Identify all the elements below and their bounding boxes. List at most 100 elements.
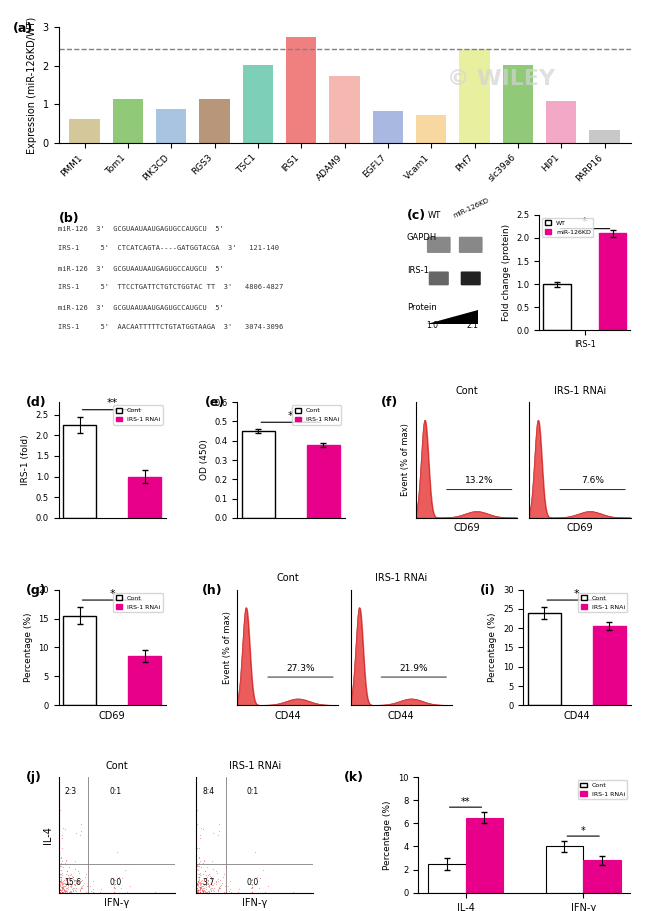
Text: (a): (a) bbox=[13, 22, 33, 35]
Point bbox=[197, 883, 207, 897]
Title: Cont: Cont bbox=[105, 761, 128, 771]
Bar bbox=[286, 37, 317, 143]
Point bbox=[54, 841, 64, 855]
Point bbox=[198, 884, 208, 898]
Point bbox=[220, 885, 231, 899]
Point bbox=[55, 877, 65, 892]
Point bbox=[66, 879, 77, 894]
Point bbox=[55, 851, 66, 865]
Point bbox=[70, 854, 80, 868]
Point bbox=[57, 828, 68, 843]
Point bbox=[81, 885, 92, 900]
Point bbox=[58, 876, 68, 891]
Point bbox=[196, 878, 207, 893]
X-axis label: IFN-γ: IFN-γ bbox=[242, 898, 267, 908]
Point bbox=[267, 857, 278, 872]
Point bbox=[196, 875, 206, 890]
Point bbox=[195, 885, 205, 900]
Point bbox=[55, 803, 65, 817]
Point bbox=[70, 882, 80, 896]
Point bbox=[200, 875, 211, 890]
Point bbox=[193, 874, 203, 888]
Point bbox=[250, 844, 260, 859]
Point bbox=[214, 816, 224, 831]
Point bbox=[203, 885, 214, 900]
Point bbox=[62, 885, 73, 900]
Text: 1.0: 1.0 bbox=[426, 322, 438, 330]
Point bbox=[68, 881, 78, 896]
Point bbox=[53, 866, 64, 881]
Point bbox=[66, 866, 76, 881]
Point bbox=[199, 884, 209, 898]
Text: 21.9%: 21.9% bbox=[400, 663, 428, 672]
Bar bbox=[64, 425, 96, 518]
Point bbox=[205, 869, 216, 884]
Point bbox=[64, 885, 75, 899]
Point bbox=[198, 855, 208, 870]
Text: © WILEY: © WILEY bbox=[447, 69, 556, 89]
Point bbox=[60, 853, 71, 867]
Text: IRS-1     5'  CTCATCAGTA----GATGGTACGA  3'   121-140: IRS-1 5' CTCATCAGTA----GATGGTACGA 3' 121… bbox=[58, 245, 280, 251]
Point bbox=[58, 875, 69, 890]
Bar bbox=[460, 48, 489, 143]
Point bbox=[208, 825, 218, 840]
Point bbox=[58, 879, 68, 894]
Point bbox=[56, 883, 66, 897]
Point bbox=[194, 881, 205, 896]
Point bbox=[75, 882, 85, 896]
Bar bbox=[242, 65, 273, 143]
Point bbox=[62, 864, 72, 878]
Point bbox=[200, 875, 211, 890]
Point bbox=[192, 882, 203, 896]
Point bbox=[214, 879, 225, 894]
Title: IRS-1 RNAi: IRS-1 RNAi bbox=[375, 573, 427, 583]
Point bbox=[197, 884, 207, 898]
Point bbox=[65, 867, 75, 882]
Point bbox=[65, 874, 75, 888]
Point bbox=[195, 885, 205, 900]
Point bbox=[54, 881, 64, 896]
Point bbox=[247, 872, 257, 886]
Point bbox=[204, 879, 214, 894]
Point bbox=[208, 882, 218, 896]
Legend: Cont, IRS-1 RNAi: Cont, IRS-1 RNAi bbox=[113, 405, 162, 425]
Point bbox=[198, 885, 209, 899]
Point bbox=[196, 821, 206, 835]
Point bbox=[259, 885, 270, 899]
Point bbox=[195, 877, 205, 892]
Point bbox=[193, 876, 203, 891]
Point bbox=[192, 885, 202, 899]
Point bbox=[64, 870, 74, 885]
Point bbox=[55, 885, 65, 900]
Point bbox=[109, 885, 119, 899]
Point bbox=[64, 885, 75, 900]
Legend: Cont, IRS-1 RNAi: Cont, IRS-1 RNAi bbox=[578, 593, 627, 612]
Point bbox=[233, 882, 244, 896]
Point bbox=[63, 868, 73, 883]
Point bbox=[192, 870, 203, 885]
Point bbox=[55, 867, 66, 882]
Bar bbox=[546, 101, 577, 143]
Point bbox=[192, 877, 202, 892]
Text: (e): (e) bbox=[205, 396, 226, 409]
Point bbox=[192, 885, 203, 900]
Legend: Cont, IRS-1 RNAi: Cont, IRS-1 RNAi bbox=[113, 593, 162, 612]
Point bbox=[207, 878, 218, 893]
Point bbox=[192, 881, 202, 896]
Point bbox=[60, 872, 71, 886]
Point bbox=[55, 874, 65, 888]
Point bbox=[204, 884, 214, 898]
Bar bbox=[465, 817, 503, 893]
Point bbox=[247, 881, 257, 896]
Point bbox=[77, 879, 87, 894]
Point bbox=[109, 877, 119, 892]
Point bbox=[213, 872, 223, 886]
Point bbox=[193, 884, 203, 898]
Point bbox=[197, 875, 207, 890]
Point bbox=[57, 882, 67, 896]
Point bbox=[57, 865, 67, 880]
Point bbox=[198, 867, 209, 882]
Point bbox=[246, 885, 257, 899]
Point bbox=[60, 884, 70, 898]
Point bbox=[214, 824, 224, 838]
